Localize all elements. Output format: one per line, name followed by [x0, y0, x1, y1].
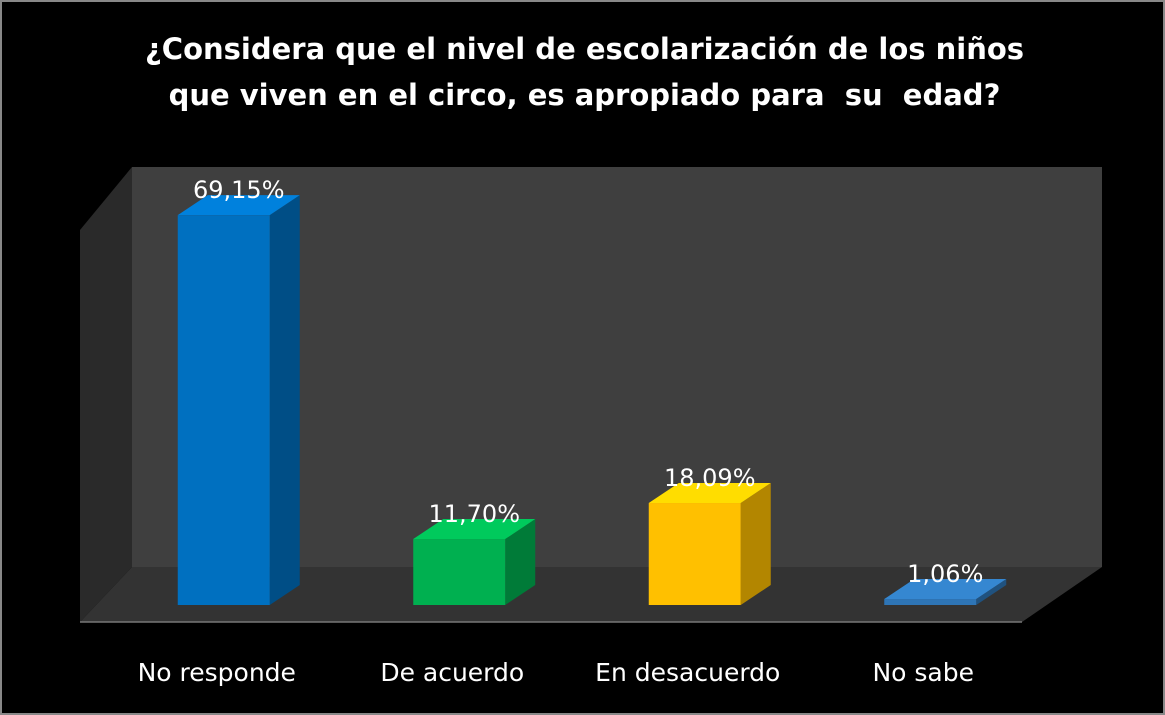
value-label: 18,09% — [664, 464, 756, 492]
bar — [884, 599, 977, 605]
bar-top — [177, 195, 300, 216]
bar — [413, 539, 506, 605]
value-label: 11,70% — [428, 500, 520, 528]
bar-top — [413, 519, 536, 540]
bar-top — [884, 579, 1007, 600]
back-wall — [132, 167, 1102, 567]
bar-side — [269, 195, 300, 605]
bar-top — [648, 483, 771, 504]
bar-side — [505, 519, 536, 605]
floor — [80, 567, 1102, 622]
x-tick-label: No responde — [138, 658, 296, 687]
side-wall — [80, 167, 132, 622]
x-tick-label: No sabe — [872, 658, 974, 687]
x-tick-label: De acuerdo — [380, 658, 524, 687]
bar — [648, 503, 741, 605]
chart-title: ¿Considera que el nivel de escolarizació… — [144, 32, 1035, 112]
value-label: 1,06% — [907, 560, 983, 588]
bar-side — [740, 483, 771, 605]
bar — [177, 215, 270, 605]
bar-side — [976, 579, 1007, 605]
value-label: 69,15% — [193, 176, 285, 204]
x-tick-label: En desacuerdo — [595, 658, 780, 687]
